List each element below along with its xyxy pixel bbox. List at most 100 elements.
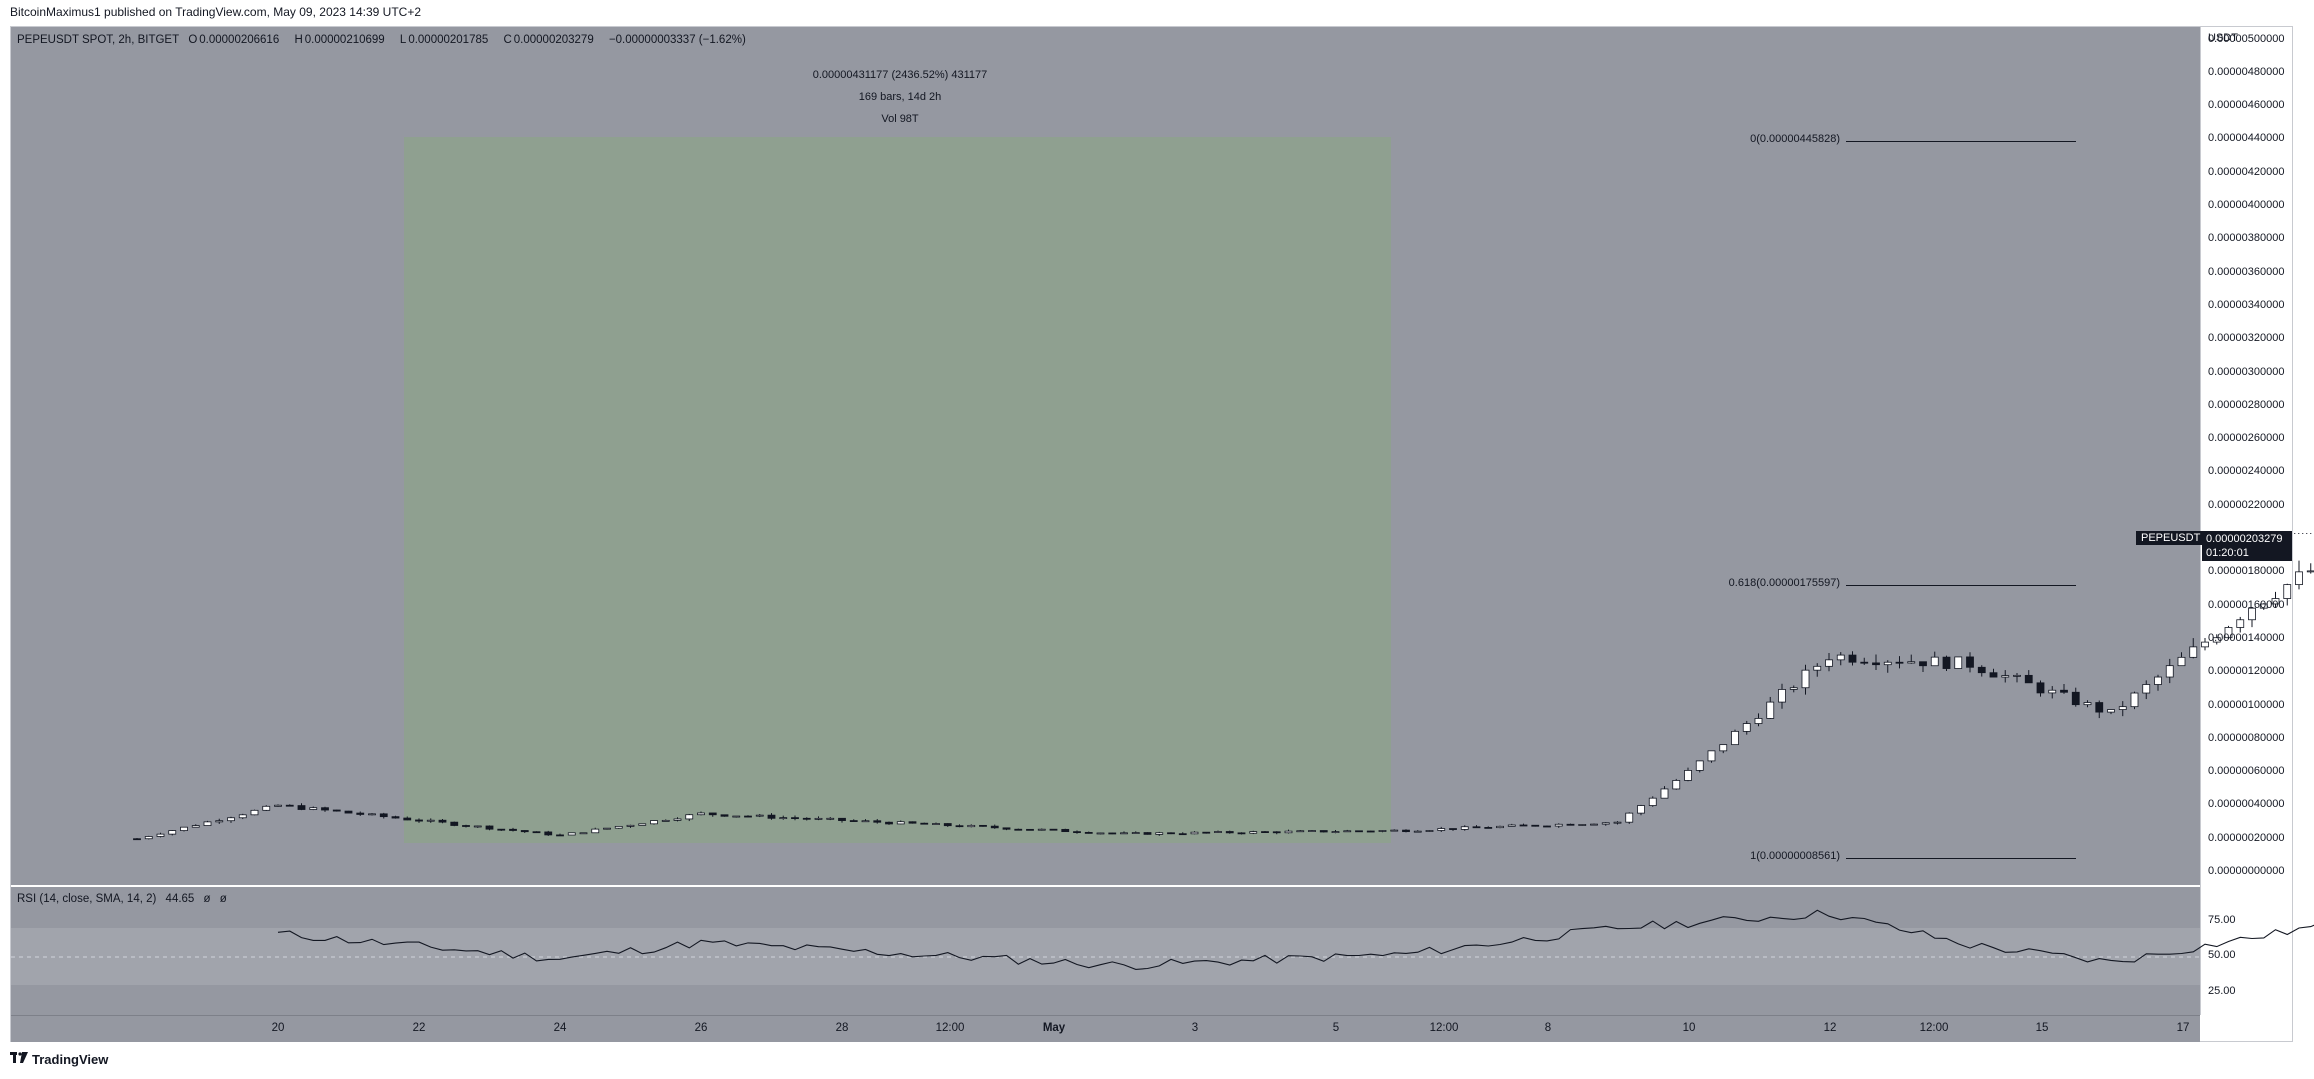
candle	[1178, 832, 1187, 836]
measure-tool-range[interactable]	[404, 137, 1391, 843]
candle	[1648, 796, 1657, 807]
price-tick: 0.00000140000	[2208, 631, 2285, 644]
time-label: 26	[694, 1022, 708, 1034]
candle	[2013, 673, 2021, 683]
low-value: 0.00000201785	[408, 34, 489, 46]
close-key: C	[503, 34, 512, 46]
candle	[967, 824, 976, 828]
candle	[2236, 616, 2245, 633]
candle	[215, 818, 224, 824]
price-tick: 0.00000320000	[2208, 332, 2285, 345]
candle	[391, 815, 400, 819]
time-axis[interactable]	[11, 1015, 2200, 1042]
candle	[274, 804, 282, 807]
candle	[920, 822, 929, 825]
candle	[438, 818, 447, 824]
candle	[285, 804, 294, 807]
candle	[1319, 830, 1328, 833]
candle	[673, 817, 682, 822]
price-scale[interactable]	[2200, 27, 2292, 1015]
candle	[849, 819, 858, 822]
time-label: 12	[1823, 1022, 1837, 1034]
candle	[1742, 720, 1751, 735]
candle	[1437, 826, 1446, 833]
measure-tool-label[interactable]: 0.00000431177 (2436.52%) 431177 169 bars…	[760, 64, 1040, 130]
candle	[1131, 831, 1140, 834]
price-tick: 0.00000300000	[2208, 365, 2285, 378]
bar-countdown: 01:20:01	[2206, 547, 2249, 559]
candle	[896, 820, 905, 825]
candle	[1014, 828, 1023, 831]
candle	[1096, 832, 1105, 835]
candle	[1073, 830, 1081, 834]
candle	[885, 821, 893, 825]
current-price: 0.00000203279	[2206, 533, 2283, 545]
footer-brand[interactable]: TradingView	[32, 1052, 109, 1067]
candle	[1966, 652, 1974, 673]
candle	[1108, 832, 1117, 835]
candle	[356, 811, 365, 816]
candle	[1860, 657, 1869, 665]
candle	[203, 820, 212, 826]
candle	[1848, 651, 1857, 666]
time-label: 22	[412, 1022, 426, 1034]
candle	[485, 825, 494, 831]
candle	[2306, 563, 2314, 574]
candle	[1813, 663, 1822, 677]
candle	[1977, 665, 1986, 677]
price-tick: 0.00000000000	[2208, 865, 2285, 877]
fib-line-0[interactable]	[1846, 141, 2076, 142]
candle	[1084, 831, 1093, 834]
candle	[603, 827, 611, 830]
candle	[1402, 829, 1410, 833]
candle	[650, 820, 658, 825]
candle	[1355, 830, 1363, 833]
measure-bars: 169 bars, 14d 2h	[858, 91, 942, 103]
legend-open: O 0.00000206616	[188, 34, 285, 46]
candle	[144, 835, 153, 840]
candle	[321, 806, 329, 812]
price-tick: 0.00000280000	[2208, 398, 2285, 411]
candle	[1625, 812, 1634, 824]
candle	[2248, 607, 2256, 628]
candle	[732, 815, 741, 818]
fib-line-0618[interactable]	[1846, 585, 2076, 586]
fib-line-1[interactable]	[1846, 858, 2076, 859]
candle	[1989, 668, 1998, 678]
candle	[556, 833, 564, 837]
candle	[1496, 825, 1504, 829]
rsi-extra-1: ø	[203, 893, 211, 905]
candle	[814, 816, 823, 821]
candle	[2177, 652, 2186, 667]
price-tick: 0.00000100000	[2208, 698, 2285, 711]
legend-close: C 0.00000203279	[503, 34, 599, 46]
candle	[1249, 830, 1258, 835]
fib-label-1[interactable]: 1(0.00000008561)	[1750, 850, 1840, 862]
time-label: 12:00	[1429, 1022, 1459, 1034]
candle	[1601, 822, 1610, 826]
candle	[2295, 560, 2303, 590]
legend-symbol[interactable]: PEPEUSDT SPOT, 2h, BITGET	[17, 34, 180, 46]
candle	[1202, 831, 1211, 834]
candle	[1449, 828, 1457, 831]
candle	[638, 823, 647, 826]
price-unit: USDT	[2208, 32, 2238, 44]
candle	[403, 816, 412, 821]
candle	[1460, 825, 1469, 831]
measure-volume: Vol 98T	[881, 113, 919, 125]
time-label: 10	[1682, 1022, 1696, 1034]
candle	[1296, 830, 1305, 833]
time-label: 17	[2176, 1022, 2190, 1034]
candle	[1343, 829, 1352, 833]
candle	[1308, 829, 1316, 832]
rsi-name[interactable]: RSI (14, close, SMA, 14, 2)	[17, 893, 157, 905]
candle	[2224, 625, 2233, 640]
candle	[661, 819, 670, 822]
price-tick: 0.00000160000	[2208, 598, 2285, 611]
candle	[415, 818, 423, 823]
fib-label-0618[interactable]: 0.618(0.00000175597)	[1728, 577, 1840, 589]
candle	[2142, 680, 2151, 700]
fib-label-0[interactable]: 0(0.00000445828)	[1750, 133, 1840, 145]
time-label: 20	[271, 1022, 285, 1034]
candle	[838, 817, 846, 823]
